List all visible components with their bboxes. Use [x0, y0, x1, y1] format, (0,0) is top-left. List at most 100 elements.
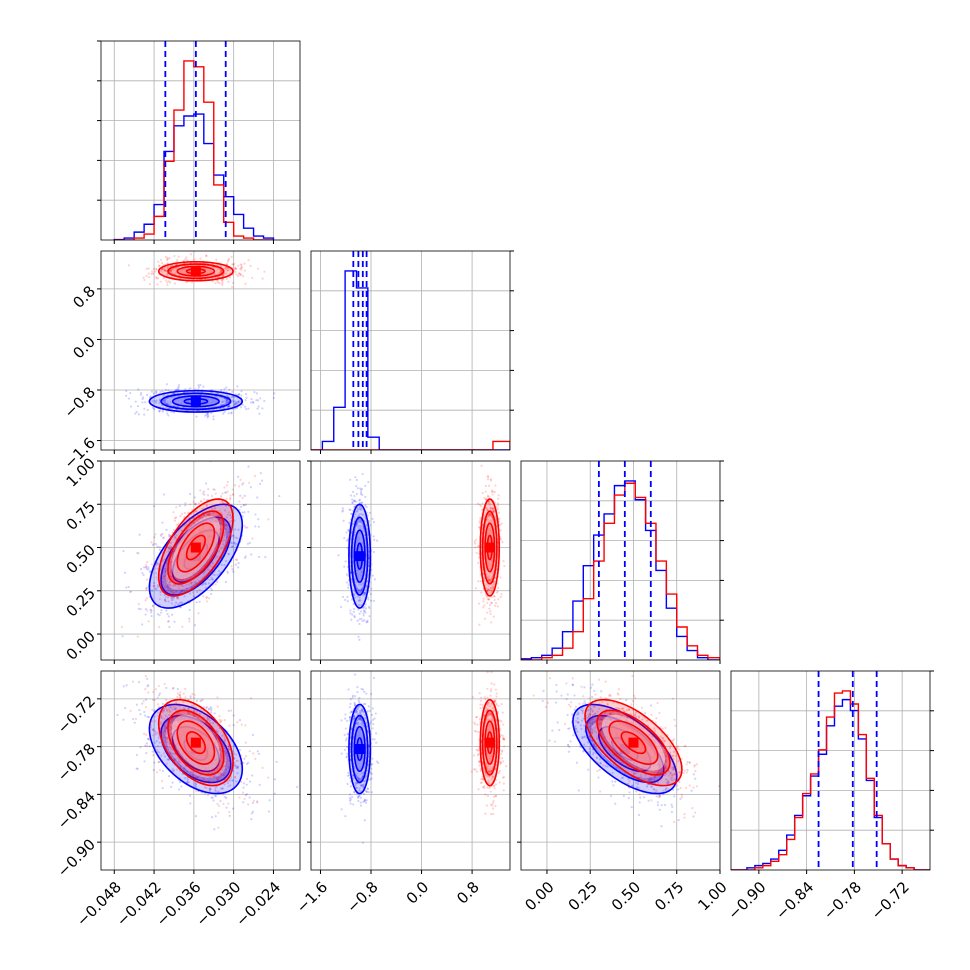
scatter-point: [233, 267, 237, 271]
scatter-point: [158, 694, 161, 697]
scatter-point: [209, 564, 212, 567]
scatter-point: [181, 584, 184, 588]
scatter-point: [341, 510, 344, 513]
scatter-point: [212, 573, 215, 576]
scatter-point: [173, 536, 177, 539]
scatter-point: [161, 410, 164, 413]
scatter-point: [162, 268, 166, 271]
scatter-point: [224, 559, 228, 563]
scatter-point: [239, 494, 242, 497]
scatter-point: [191, 571, 194, 574]
scatter-point: [237, 475, 240, 479]
scatter-point: [160, 608, 163, 612]
scatter-point: [185, 533, 189, 536]
scatter-point: [245, 396, 248, 399]
scatter-point: [359, 583, 362, 586]
scatter-point: [231, 568, 234, 571]
scatter-point: [238, 272, 241, 275]
scatter-point: [153, 536, 156, 539]
scatter-point: [236, 759, 239, 762]
scatter-point: [172, 573, 175, 576]
scatter-point: [369, 524, 372, 527]
scatter-point: [153, 585, 156, 588]
scatter-point: [221, 492, 224, 495]
scatter-point: [169, 587, 172, 590]
scatter-point: [176, 405, 179, 408]
scatter-point: [240, 266, 243, 269]
scatter-point: [356, 524, 359, 527]
scatter-point: [365, 584, 368, 587]
scatter-point: [362, 610, 366, 613]
scatter-point: [214, 282, 217, 285]
scatter-point: [234, 528, 237, 531]
scatter-point: [166, 412, 169, 415]
scatter-point: [347, 586, 350, 589]
scatter-point: [250, 397, 253, 401]
scatter-point: [227, 709, 230, 712]
scatter-point: [219, 524, 222, 527]
scatter-point: [165, 383, 169, 386]
scatter-point: [202, 572, 205, 575]
scatter-point: [183, 595, 186, 598]
scatter-point: [206, 494, 210, 497]
scatter-point: [220, 400, 224, 403]
scatter-point: [225, 806, 228, 809]
scatter-point: [209, 711, 213, 714]
scatter-point: [353, 577, 356, 580]
scatter-point: [261, 407, 264, 410]
scatter-point: [136, 767, 139, 771]
scatter-point: [232, 506, 235, 509]
scatter-point: [234, 401, 237, 405]
scatter-point: [175, 590, 178, 593]
scatter-point: [234, 543, 237, 546]
scatter-point: [210, 494, 214, 498]
scatter-point: [217, 540, 220, 543]
scatter-point: [145, 742, 148, 745]
scatter-point: [207, 582, 211, 585]
scatter-point: [267, 776, 270, 779]
scatter-point: [152, 267, 156, 271]
scatter-point: [154, 267, 158, 270]
scatter-point: [173, 392, 176, 395]
scatter-point: [349, 571, 352, 574]
scatter-point: [152, 604, 155, 607]
scatter-point: [184, 501, 187, 505]
scatter-point: [182, 577, 185, 580]
scatter-point: [221, 397, 224, 401]
scatter-point: [503, 564, 506, 568]
contour-series_a: [350, 516, 369, 596]
scatter-point: [226, 480, 230, 484]
scatter-point: [239, 267, 242, 270]
scatter-point: [173, 519, 177, 522]
scatter-point: [227, 412, 230, 415]
scatter-point: [206, 566, 209, 569]
scatter-point: [250, 817, 253, 821]
scatter-point: [217, 551, 220, 554]
scatter-point: [188, 608, 191, 611]
scatter-point: [358, 526, 361, 529]
scatter-point: [244, 405, 247, 408]
scatter-point: [223, 539, 226, 542]
scatter-point: [359, 527, 362, 530]
scatter-point: [345, 581, 349, 584]
scatter-point: [193, 581, 197, 584]
scatter-point: [176, 596, 179, 599]
scatter-point: [154, 587, 157, 590]
scatter-point: [256, 750, 259, 753]
scatter-point: [162, 580, 165, 584]
scatter-point: [150, 609, 153, 612]
scatter-point: [152, 567, 155, 571]
scatter-point: [222, 400, 225, 403]
scatter-point: [234, 267, 238, 270]
scatter-point: [134, 412, 137, 415]
scatter-point: [144, 698, 148, 701]
scatter-point: [154, 567, 157, 570]
scatter-point: [485, 583, 488, 586]
scatter-point: [135, 703, 139, 706]
scatter-point: [214, 815, 217, 818]
scatter-point: [225, 398, 229, 402]
scatter-point: [221, 280, 224, 283]
scatter-point: [183, 511, 186, 515]
scatter-point: [150, 541, 153, 544]
scatter-point: [177, 547, 180, 550]
